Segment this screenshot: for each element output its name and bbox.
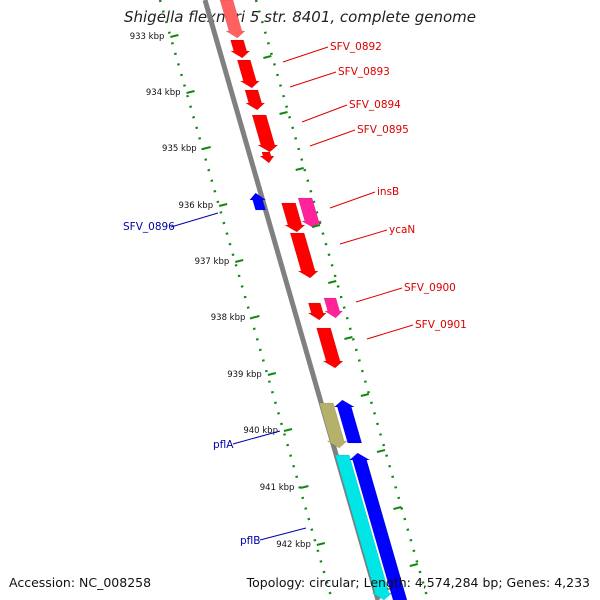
tick-mark [202,146,211,150]
gene-feature [323,297,344,319]
label-leader-line [259,527,307,541]
gene-feature [259,151,275,164]
tick-mark-right [376,449,386,453]
gene-feature [244,89,266,111]
gene-label-sfv-0896[interactable]: SFV_0896 [123,221,175,233]
gene-labels: SFV_0892 SFV_0893 SFV_0894 SFV_0895 insB ycaN… [123,41,467,547]
gene-feature [251,114,279,153]
tick-mark [316,542,326,546]
label-leader-line [355,287,403,303]
tick-mark [186,90,195,94]
accession-text: Accession: NC_008258 [9,575,152,590]
gene-feature [333,399,363,444]
gene-label-pflb[interactable]: pflB [240,535,260,547]
gene-feature [318,402,348,449]
tick-label: 940 kbp [243,426,278,436]
label-leader-line [282,46,329,63]
label-leader-line [289,71,337,88]
tick-mark-right [295,167,304,171]
gene-feature [289,232,319,279]
coordinate-ticks: 933 kbp 934 kbp 935 kbp 936 kbp 937 kbp 938 k… [130,32,419,567]
tick-label: 934 kbp [146,88,181,98]
dotted-guide-1 [254,0,430,600]
tick-mark [218,203,228,207]
tick-mark-right [344,336,353,340]
gene-label-sfv-0895[interactable]: SFV_0895 [357,124,409,136]
tick-mark-right [279,111,288,115]
tick-mark [170,34,179,38]
label-leader-line [366,324,414,340]
tick-mark-right [409,563,419,567]
gene-feature [316,327,344,369]
label-leader-line [309,129,356,147]
label-leader-line [339,229,388,245]
tick-label: 942 kbp [276,540,311,550]
gene-label-sfv-0894[interactable]: SFV_0894 [349,99,401,111]
label-leader-line [232,430,281,445]
tick-mark [235,259,244,263]
gene-feature [229,39,251,59]
tick-label: 937 kbp [195,257,230,267]
tick-mark [283,428,293,432]
label-leader-line [301,104,348,123]
gene-feature [348,452,408,600]
gene-label-pfla[interactable]: pflA [213,439,234,451]
gene-feature [236,59,260,89]
tick-mark [300,485,309,489]
tick-label: 938 kbp [211,313,246,323]
label-leader-line [329,191,376,209]
gene-label-sfv-0901[interactable]: SFV_0901 [415,319,467,331]
gene-feature [281,202,306,233]
tick-mark-right [263,55,272,59]
gene-label-sfv-0892[interactable]: SFV_0892 [330,41,382,53]
gene-feature [219,0,246,39]
gene-feature [334,454,393,600]
tick-label: 933 kbp [130,32,165,42]
tick-mark-right [360,393,370,397]
gene-label-ycan[interactable]: ycaN [389,224,415,236]
tick-label: 939 kbp [227,370,262,380]
genome-info-text: Topology: circular; Length: 4,574,284 bp… [246,575,590,590]
tick-label: 936 kbp [178,201,213,211]
label-leader-line [170,212,219,228]
gene-feature [297,197,323,229]
tick-mark-right [328,280,337,284]
tick-mark-right [311,224,321,228]
tick-mark [251,315,260,319]
gene-label-sfv-0900[interactable]: SFV_0900 [404,282,456,294]
tick-label: 935 kbp [162,144,197,154]
gene-feature [249,192,267,211]
gene-feature [307,302,327,321]
gene-label-insb[interactable]: insB [377,186,399,198]
tick-mark [267,372,277,376]
tick-mark-right [393,506,402,510]
gene-features [219,0,408,600]
tick-label: 941 kbp [260,483,295,493]
gene-label-sfv-0893[interactable]: SFV_0893 [338,66,390,78]
